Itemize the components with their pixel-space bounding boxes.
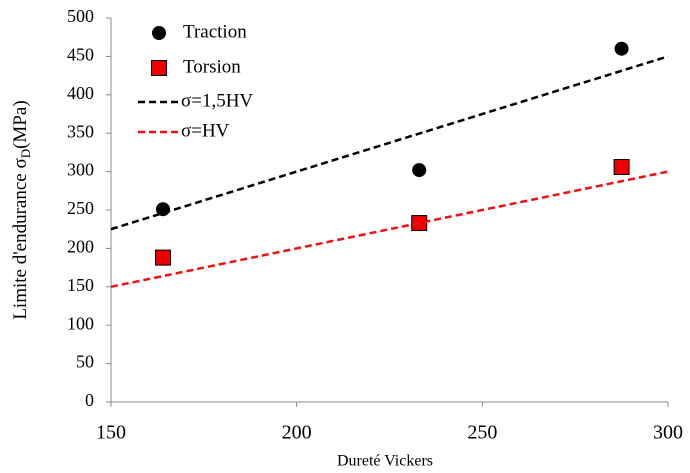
x-tick-label: 200 (282, 422, 312, 444)
y-tick-label: 300 (67, 160, 94, 180)
x-tick-label: 250 (467, 422, 497, 444)
y-label-main: Limite d'endurance σ (10, 158, 31, 319)
y-tick-label: 150 (67, 275, 94, 295)
point (154, 249, 171, 266)
legend-label: Torsion (183, 56, 241, 77)
y-tick-label: 0 (85, 390, 94, 410)
y-label-unit: (MPa) (10, 100, 31, 149)
legend-label: Traction (183, 21, 247, 42)
trend-line (110, 55, 669, 231)
y-tick-label: 450 (67, 45, 94, 65)
y-tick-label: 400 (67, 83, 94, 103)
legend-swatch (151, 60, 167, 76)
y-label-sub: D (18, 149, 33, 158)
point (412, 163, 427, 178)
y-tick-label: 500 (67, 6, 94, 26)
y-tick-label: 50 (76, 352, 94, 372)
y-axis-label: Limite d'endurance σD(MPa) (10, 100, 33, 319)
point (613, 158, 630, 175)
y-tick-label: 350 (67, 121, 94, 141)
legend-label: σ=HV (181, 120, 230, 141)
y-tick-label: 200 (67, 237, 94, 257)
y-tick-label: 250 (67, 198, 94, 218)
legend-label: σ=1,5HV (181, 90, 253, 111)
x-tick-label: 150 (96, 422, 126, 444)
x-axis-label: Dureté Vickers (337, 453, 433, 470)
x-tick-label: 300 (653, 422, 683, 444)
trend-line (110, 170, 669, 289)
point (614, 41, 629, 56)
legend-swatch (152, 26, 166, 40)
y-tick-label: 100 (67, 313, 94, 333)
